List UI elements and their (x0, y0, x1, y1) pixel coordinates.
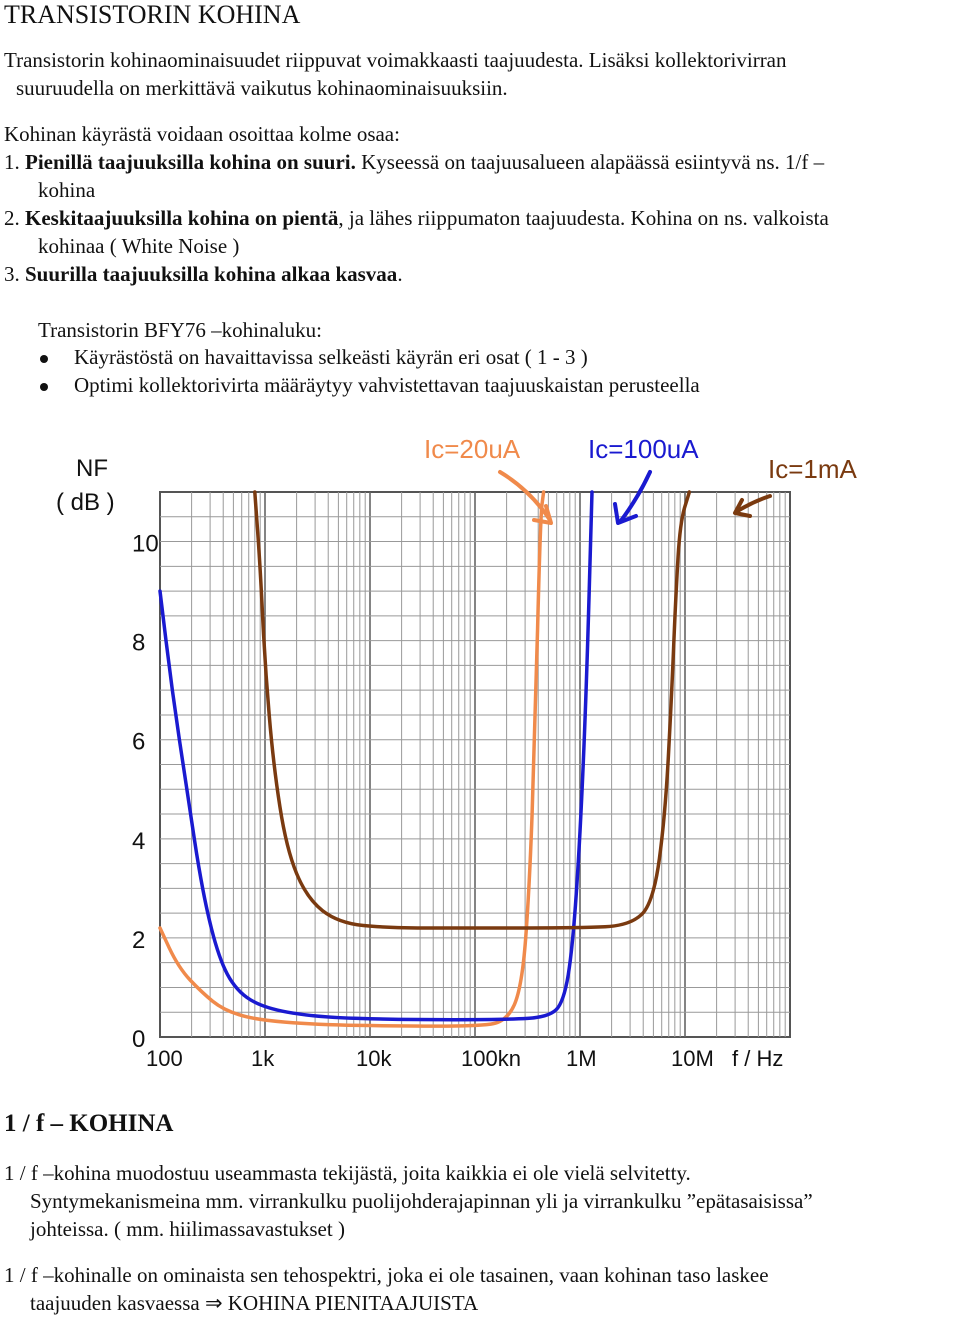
chart-legend: Ic=20uA Ic=100uA Ic=1mA (424, 434, 858, 525)
section-p2-line2: taajuuden kasvaessa ⇒ KOHINA PIENITAAJUI… (30, 1291, 478, 1316)
series-line-ic-100ua (158, 490, 594, 1022)
y-tick-labels: 0 2 4 6 8 10 (132, 531, 159, 1053)
arrow-head-icon (613, 502, 638, 525)
series-line-ic-1ma (253, 490, 692, 930)
x-tick-label: 1k (251, 1046, 275, 1071)
list-item-1: 1. Pienillä taajuuksilla kohina on suuri… (4, 150, 824, 175)
curve-intro: Kohinan käyrästä voidaan osoittaa kolme … (4, 122, 400, 146)
list-item-3: 3. Suurilla taajuuksilla kohina alkaa ka… (4, 262, 403, 287)
intro-line-2: suuruudella on merkittävä vaikutus kohin… (16, 76, 508, 100)
x-tick-label: 100kn (461, 1046, 521, 1071)
list-number: 1. (4, 150, 20, 174)
legend-ic-1ma: Ic=1mA (768, 454, 858, 484)
section-p2-line1: 1 / f –kohinalle on ominaista sen tehosp… (4, 1263, 769, 1287)
list-item-2: 2. Keskitaajuuksilla kohina on pientä, j… (4, 206, 829, 231)
chart-curves (158, 490, 692, 1028)
y-tick-label: 6 (132, 729, 145, 756)
section-p2-tail: KOHINA PIENITAAJUISTA (227, 1291, 479, 1315)
bullet-item-2: Optimi kollektorivirta määräytyy vahvist… (74, 373, 700, 397)
bfy-heading: Transistorin BFY76 –kohinaluku: (38, 318, 322, 342)
bullet-dot (40, 383, 48, 391)
list-item-2-cont: kohinaa ( White Noise ) (38, 234, 240, 258)
y-tick-label: 8 (132, 630, 145, 657)
x-tick-labels: 100 1k 10k 100kn 1M 10M (146, 1046, 714, 1071)
chart-grid (159, 491, 791, 1038)
arrow-head-icon (532, 504, 553, 525)
x-tick-label: 100 (146, 1046, 183, 1071)
legend-ic-20ua: Ic=20uA (424, 434, 521, 464)
y-tick-label: 10 (132, 531, 159, 558)
list-item-bold: Keskitaajuuksilla kohina on pientä (25, 206, 339, 230)
arrow-icon (498, 470, 552, 522)
bullet-item-1: Käyrästöstä on havaittavissa selkeästi k… (74, 345, 588, 369)
list-item-text: Kyseessä on taajuusalueen alapäässä esii… (355, 150, 825, 174)
list-number: 2. (4, 206, 20, 230)
x-axis-label: f / Hz (732, 1046, 783, 1071)
arrow-icon (734, 494, 772, 514)
arrow-icon (618, 470, 652, 524)
x-tick-label: 1M (566, 1046, 597, 1071)
arrow-head-icon (733, 498, 752, 518)
y-tick-label: 2 (132, 927, 145, 954)
bullet-dot (40, 355, 48, 363)
section-p1-line1: 1 / f –kohina muodostuu useammasta tekij… (4, 1161, 691, 1185)
y-axis-unit: ( dB ) (56, 489, 115, 516)
section-p1-line3: johteissa. ( mm. hiilimassavastukset ) (30, 1217, 345, 1241)
implies-arrow-icon: ⇒ (204, 1291, 223, 1315)
list-item-text: , ja lähes riippumaton taajuudesta. Kohi… (338, 206, 829, 230)
page-title: TRANSISTORIN KOHINA (4, 0, 301, 29)
section-heading: 1 / f – KOHINA (4, 1110, 174, 1137)
x-tick-label: 10k (356, 1046, 392, 1071)
x-tick-label: 10M (671, 1046, 714, 1071)
legend-ic-100ua: Ic=100uA (588, 434, 699, 464)
noise-figure-chart: 0 2 4 6 8 10 100 1k 10k 100kn 1M 10M NF ( dB ) f /… (56, 434, 858, 1071)
list-item-1-cont: kohina (38, 178, 96, 202)
y-tick-label: 4 (132, 828, 145, 855)
list-item-bold: Pienillä taajuuksilla kohina on suuri. (25, 150, 356, 174)
y-tick-label: 0 (132, 1026, 145, 1053)
list-item-text: . (397, 262, 403, 286)
list-number: 3. (4, 262, 20, 286)
y-axis-label: NF (76, 455, 108, 482)
intro-line-1: Transistorin kohinaominaisuudet riippuva… (4, 48, 787, 72)
list-item-bold: Suurilla taajuuksilla kohina alkaa kasva… (25, 262, 398, 286)
series-line-ic-20ua (158, 490, 546, 1028)
section-p1-line2: Syntymekanismeina mm. virrankulku puolij… (30, 1189, 813, 1213)
section-p2-text: taajuuden kasvaessa (30, 1291, 200, 1315)
